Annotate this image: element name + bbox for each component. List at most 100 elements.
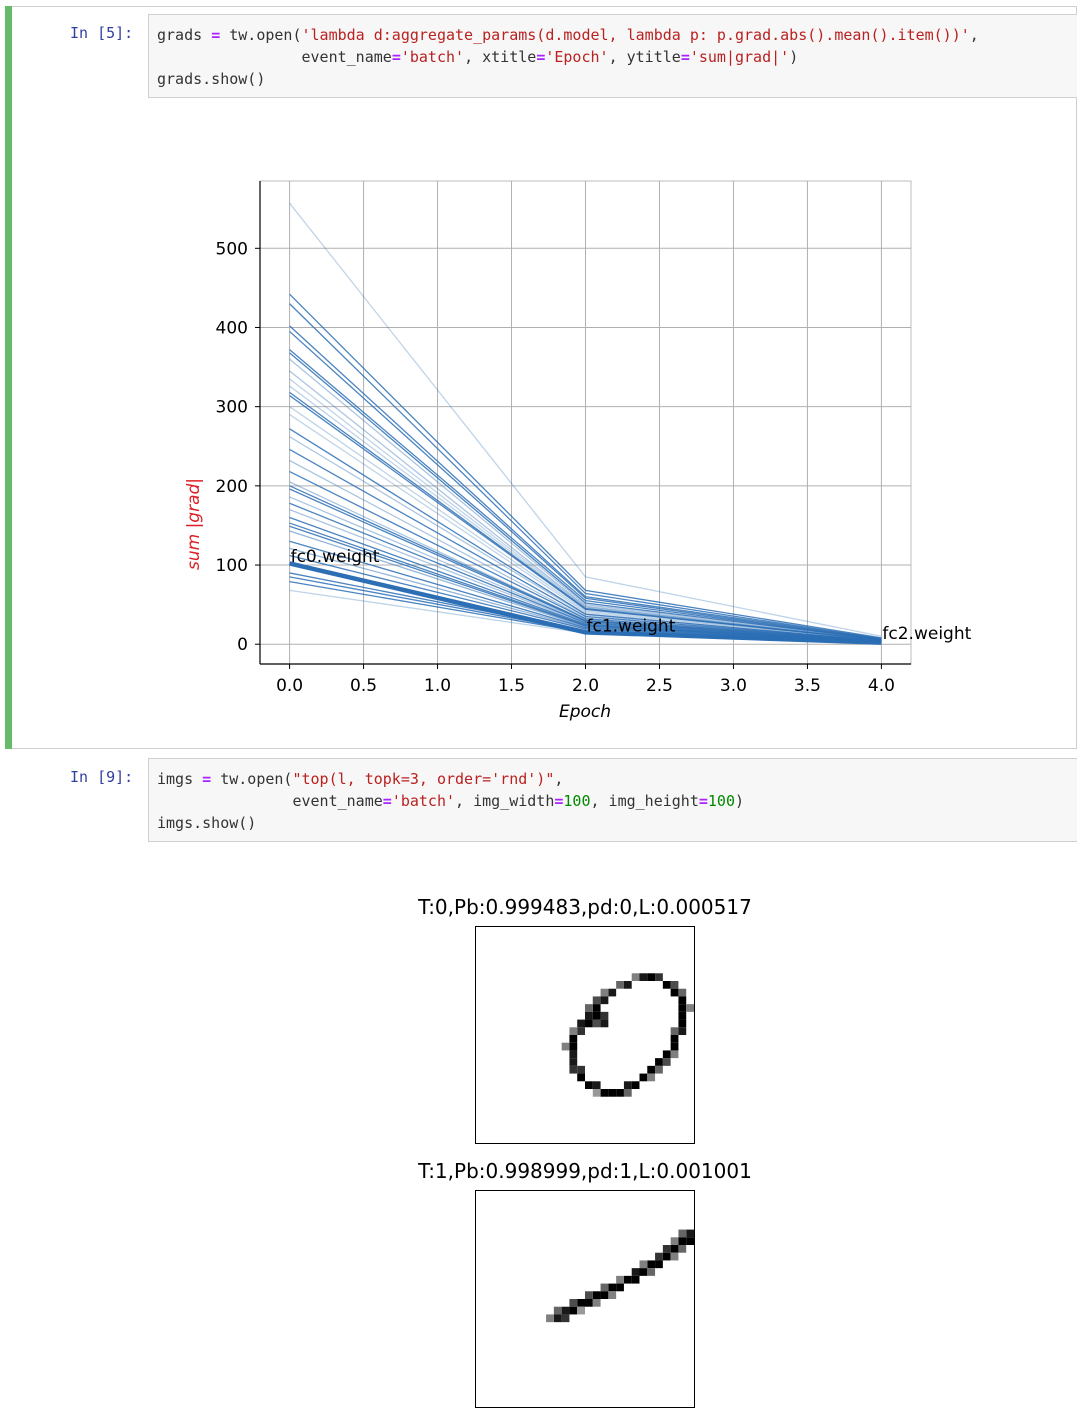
code-token: 100 [563, 792, 591, 810]
digit-pixel [577, 1065, 585, 1074]
series-line [289, 589, 882, 644]
code-token: , img_height [590, 792, 699, 810]
digit-pixel [577, 1073, 585, 1082]
digit-pixel [592, 1004, 601, 1012]
x-tick-label: 0.0 [276, 676, 303, 696]
code-token: grads.show() [157, 70, 266, 88]
digit-pixel [662, 1050, 671, 1059]
digit-pixel [662, 1245, 671, 1253]
code-token: = [382, 792, 392, 810]
digit-pixel [569, 1058, 578, 1066]
digit-pixel [608, 988, 617, 997]
digit-pixel [561, 1314, 570, 1323]
code-line: grads = tw.open('lambda d:aggregate_para… [157, 24, 1069, 46]
digit-pixel [561, 1306, 570, 1315]
digit-pixel [553, 1306, 562, 1315]
digit-pixel [678, 1027, 687, 1035]
digit-pixel [577, 1306, 585, 1315]
code-token: , [554, 770, 564, 788]
digit-pixel [600, 1019, 609, 1028]
series-line [289, 349, 882, 641]
digit-pixel [623, 1081, 632, 1089]
digit-pixel [647, 1268, 656, 1276]
digit-pixel [670, 1042, 679, 1051]
code-token: = [680, 48, 690, 66]
digit-pixel [639, 1268, 648, 1276]
digit-pixel [670, 988, 679, 997]
digit-image-one [475, 1190, 695, 1408]
digit-pixel [686, 1237, 694, 1245]
digit-pixel [592, 1011, 601, 1020]
digit-pixel [631, 973, 640, 981]
x-tick-label: 0.5 [350, 676, 377, 696]
code-token: event_name [157, 792, 383, 810]
series-line [289, 581, 882, 644]
digit-pixel [585, 1299, 593, 1307]
gradient-line-chart: 0.0 0.5 1.0 1.5 2.0 2.5 3.0 3.5 4.0 0 100 200 300 400… [184, 180, 972, 722]
series-line [289, 358, 882, 641]
digit-pixel [577, 1299, 585, 1307]
y-tick-label: 0 [237, 635, 248, 655]
digit-pixel [623, 981, 632, 989]
y-axis-label: sum |grad| [184, 478, 204, 570]
image-title: T:0,Pb:0.999483,pd:0,L:0.000517 [418, 895, 752, 919]
code-cell-input[interactable]: imgs = tw.open("top(l, topk=3, order='rn… [148, 758, 1077, 842]
digit-pixel [678, 1229, 687, 1238]
digit-pixel [631, 1275, 640, 1284]
digit-pixel [616, 1275, 624, 1284]
code-line: grads.show() [157, 68, 1069, 90]
series-line [289, 293, 882, 639]
y-tick-label: 500 [216, 239, 248, 259]
digit-pixel [662, 981, 671, 989]
digit-pixel [600, 1011, 609, 1020]
digit-pixel [639, 973, 648, 981]
digit-pixel [577, 1027, 585, 1035]
y-tick-label: 100 [216, 556, 248, 576]
code-token: "top(l, topk=3, order='rnd')" [292, 770, 555, 788]
code-token: imgs.show() [157, 814, 257, 832]
x-tick-label: 1.0 [424, 676, 451, 696]
code-token: 'Epoch' [545, 48, 609, 66]
code-token: 'batch' [400, 48, 465, 66]
digit-pixel [655, 1065, 663, 1074]
y-tick-label: 300 [216, 398, 248, 418]
digit-pixel [561, 1042, 570, 1051]
digit-pixel [585, 1011, 593, 1020]
digit-pixel [670, 1035, 679, 1043]
series-line [289, 395, 882, 641]
series-line [289, 485, 882, 642]
code-token: grads [157, 26, 212, 44]
digit-pixel [600, 996, 609, 1005]
code-line: event_name='batch', xtitle='Epoch', ytit… [157, 46, 1069, 68]
digit-pixel [616, 981, 624, 989]
digit-pixel [600, 1089, 609, 1097]
digit-pixel [678, 996, 687, 1005]
digit-pixel [592, 1089, 601, 1097]
series-line [289, 202, 882, 637]
digit-pixel [592, 996, 601, 1005]
layer-annotation: fc0.weight [291, 547, 380, 567]
digit-pixel [553, 1314, 562, 1323]
cell-prompt: In [5]: [70, 24, 134, 42]
digit-pixel [647, 1065, 656, 1074]
digit-pixel [608, 1089, 617, 1097]
series-line [289, 370, 882, 641]
code-line: event_name='batch', img_width=100, img_h… [157, 790, 1069, 812]
series-line [289, 352, 882, 641]
y-tick-label: 200 [216, 477, 248, 497]
x-tick-label: 3.0 [720, 676, 747, 696]
code-cell-input[interactable]: grads = tw.open('lambda d:aggregate_para… [148, 14, 1077, 98]
digit-pixel [600, 1283, 609, 1292]
digit-image-zero [475, 926, 695, 1144]
digit-pixel [655, 1058, 663, 1066]
code-token: = [554, 792, 564, 810]
series-line [289, 406, 882, 641]
code-token: imgs [157, 770, 203, 788]
x-tick-label: 3.5 [794, 676, 821, 696]
cell-prompt: In [9]: [70, 768, 134, 786]
digit-pixel [647, 1073, 656, 1082]
digit-pixel [569, 1042, 578, 1051]
series-line [289, 325, 882, 640]
series-line [289, 303, 882, 640]
digit-pixel [655, 1252, 663, 1261]
